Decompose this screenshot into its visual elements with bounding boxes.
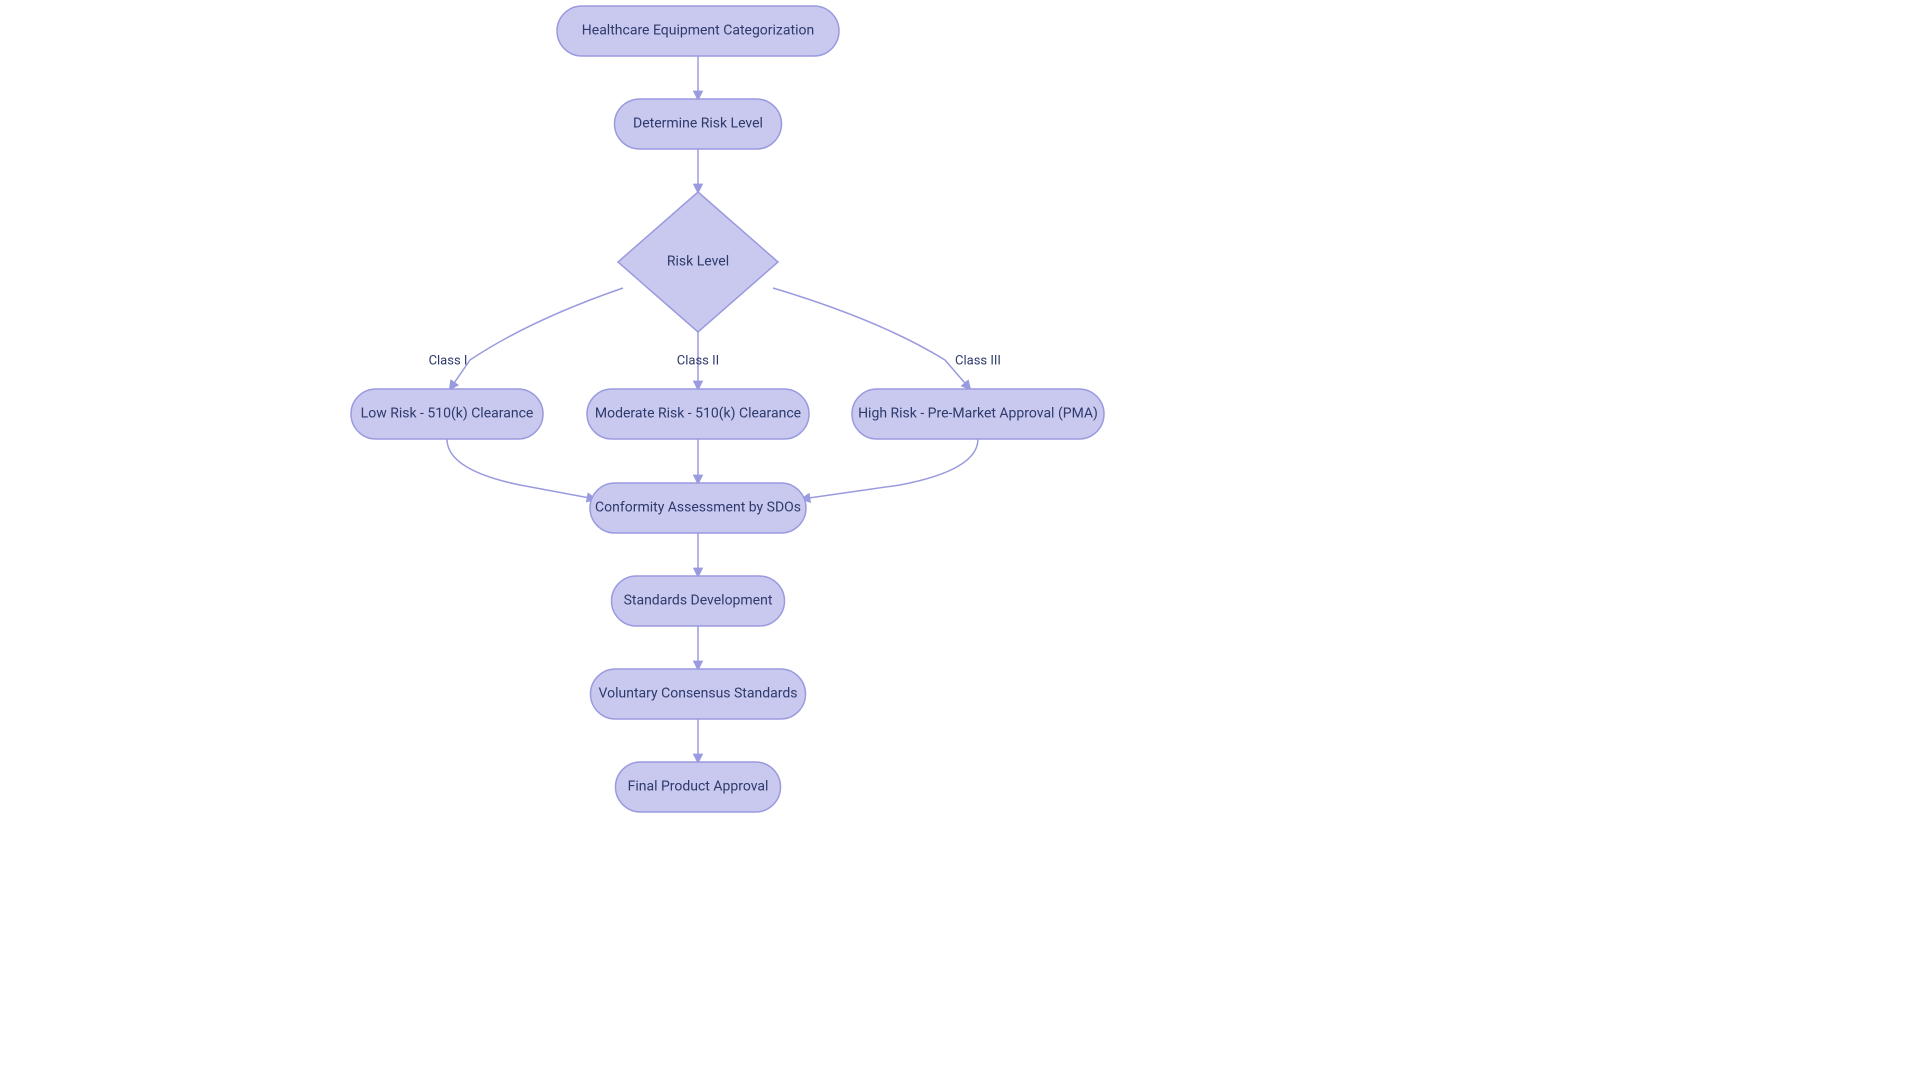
edge-label: Class III: [955, 353, 1001, 368]
edge: [802, 439, 978, 499]
node-n2: Determine Risk Level: [615, 99, 782, 149]
node-n8: Standards Development: [612, 576, 785, 626]
edge: Class II: [677, 332, 719, 389]
node-n4: Low Risk - 510(k) Clearance: [351, 389, 543, 439]
node-label: Healthcare Equipment Categorization: [582, 23, 814, 39]
node-n1: Healthcare Equipment Categorization: [557, 6, 839, 56]
node-label: Voluntary Consensus Standards: [599, 686, 798, 702]
node-label: Risk Level: [667, 254, 729, 270]
edge: Class I: [429, 288, 623, 389]
node-label: High Risk - Pre-Market Approval (PMA): [858, 406, 1098, 422]
edge-label: Class II: [677, 353, 719, 368]
node-n5: Moderate Risk - 510(k) Clearance: [587, 389, 809, 439]
edge: Class III: [773, 288, 1001, 389]
node-label: Determine Risk Level: [633, 116, 763, 132]
node-n9: Voluntary Consensus Standards: [591, 669, 806, 719]
node-label: Conformity Assessment by SDOs: [595, 500, 801, 516]
node-n10: Final Product Approval: [616, 762, 781, 812]
edge: [447, 439, 595, 499]
node-label: Standards Development: [624, 593, 773, 609]
flowchart-canvas: Class I Class II Class III Healthcare Equip…: [0, 0, 1920, 1080]
edge-label: Class I: [429, 353, 468, 368]
node-n6: High Risk - Pre-Market Approval (PMA): [852, 389, 1104, 439]
node-n3: Risk Level: [618, 192, 778, 332]
node-n7: Conformity Assessment by SDOs: [590, 483, 806, 533]
node-label: Final Product Approval: [628, 779, 769, 795]
node-label: Low Risk - 510(k) Clearance: [361, 406, 534, 422]
node-label: Moderate Risk - 510(k) Clearance: [595, 406, 801, 422]
